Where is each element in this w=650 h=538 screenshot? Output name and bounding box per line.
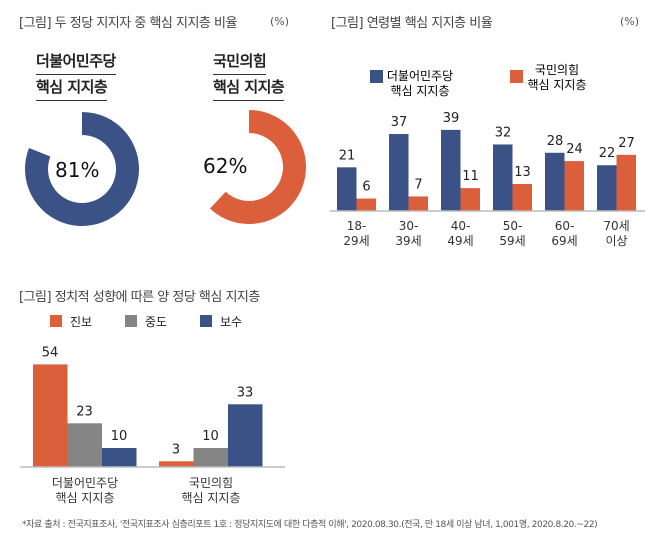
legend-label-ppp-1: 국민의힘 <box>535 63 579 77</box>
bar-dem <box>337 167 357 211</box>
bar-ppp <box>356 198 376 211</box>
legend-swatch <box>125 315 137 327</box>
x-tick-label: 국민의힘 <box>189 476 233 490</box>
bar-value-label: 11 <box>462 169 479 184</box>
donut-arc-dem <box>24 112 139 226</box>
source-note: *자료 출처 : 전국지표조사, '전국지표조사 심층리포트 1호 : 정당지지… <box>22 520 598 530</box>
x-tick-label: 핵심 지지층 <box>181 491 240 505</box>
donut-label-dem-line1: 더불어민주당 <box>36 50 116 75</box>
x-tick-label: 60- <box>555 219 575 233</box>
bar-value-label: 10 <box>111 429 128 444</box>
bar-value-label: 27 <box>618 136 635 151</box>
x-tick-label: 69세 <box>551 234 577 248</box>
x-tick-label: 49세 <box>447 234 473 248</box>
bar-ppp <box>408 196 428 211</box>
x-tick-label: 29세 <box>343 234 369 248</box>
bar-value-label: 10 <box>202 429 219 444</box>
bar-value-label: 39 <box>443 111 460 126</box>
bar-중도 <box>67 423 102 467</box>
bar-value-label: 54 <box>42 345 59 360</box>
bar-ppp <box>564 161 584 211</box>
legend-label-dem-1: 더불어민주당 <box>387 69 453 83</box>
legend-label: 중도 <box>145 315 167 329</box>
legend-label: 보수 <box>220 315 242 329</box>
donut-label-ppp-line1: 국민의힘 <box>213 50 267 75</box>
bar-value-label: 32 <box>495 125 512 140</box>
bar-value-label: 24 <box>566 142 583 157</box>
ideology-chart-title: [그림] 정치적 성향에 따른 양 정당 핵심 지지층 <box>19 290 260 305</box>
donut-chart-title: [그림] 두 정당 지지자 중 핵심 지지층 비율 <box>19 16 237 31</box>
bar-value-label: 33 <box>237 385 254 400</box>
age-unit: (%) <box>620 15 640 28</box>
donut-arc-ppp <box>209 110 306 224</box>
bar-value-label: 22 <box>599 146 616 161</box>
bar-value-label: 7 <box>414 177 422 192</box>
x-tick-label: 이상 <box>605 234 627 248</box>
age-chart-title: [그림] 연령별 핵심 지지층 비율 <box>331 16 493 31</box>
x-tick-label: 더불어민주당 <box>52 476 118 490</box>
bar-진보 <box>33 364 68 467</box>
donut-value-ppp: 62% <box>203 154 248 178</box>
bar-dem <box>493 144 513 211</box>
legend-swatch <box>200 315 212 327</box>
legend-swatch-ppp <box>510 70 523 83</box>
donut-unit: (%) <box>270 15 290 28</box>
x-tick-label: 30- <box>399 219 419 233</box>
bar-dem <box>441 129 461 211</box>
x-tick-label: 18- <box>347 219 367 233</box>
bar-ppp <box>616 154 636 211</box>
bar-value-label: 21 <box>339 148 356 163</box>
bar-중도 <box>193 448 228 467</box>
bar-ppp <box>460 188 480 211</box>
bar-value-label: 28 <box>547 134 564 149</box>
x-tick-label: 70세 <box>603 219 629 233</box>
x-tick-label: 50- <box>503 219 523 233</box>
bar-보수 <box>228 404 263 467</box>
x-tick-label: 59세 <box>499 234 525 248</box>
donut-charts <box>24 110 306 226</box>
x-tick-label: 핵심 지지층 <box>55 491 114 505</box>
bar-value-label: 3 <box>172 442 180 457</box>
donut-label-dem-line2: 핵심 지지층 <box>36 76 108 101</box>
bar-value-label: 6 <box>362 180 370 195</box>
bar-dem <box>545 152 565 211</box>
bar-dem <box>597 165 617 211</box>
bar-dem <box>389 134 409 211</box>
donut-value-dem: 81% <box>55 158 100 182</box>
bar-보수 <box>102 448 137 467</box>
bar-value-label: 23 <box>76 404 93 419</box>
bar-진보 <box>159 461 194 467</box>
legend-label-ppp-2: 핵심 지지층 <box>527 78 586 92</box>
legend-label: 진보 <box>70 315 92 329</box>
x-tick-label: 40- <box>451 219 471 233</box>
donut-label-ppp-line2: 핵심 지지층 <box>213 76 285 101</box>
legend-swatch <box>50 315 62 327</box>
bar-ppp <box>512 183 532 211</box>
bar-value-label: 37 <box>391 115 408 130</box>
legend-swatch-dem <box>370 70 383 83</box>
x-tick-label: 39세 <box>395 234 421 248</box>
bar-value-label: 13 <box>514 165 531 180</box>
legend-label-dem-2: 핵심 지지층 <box>390 84 449 98</box>
